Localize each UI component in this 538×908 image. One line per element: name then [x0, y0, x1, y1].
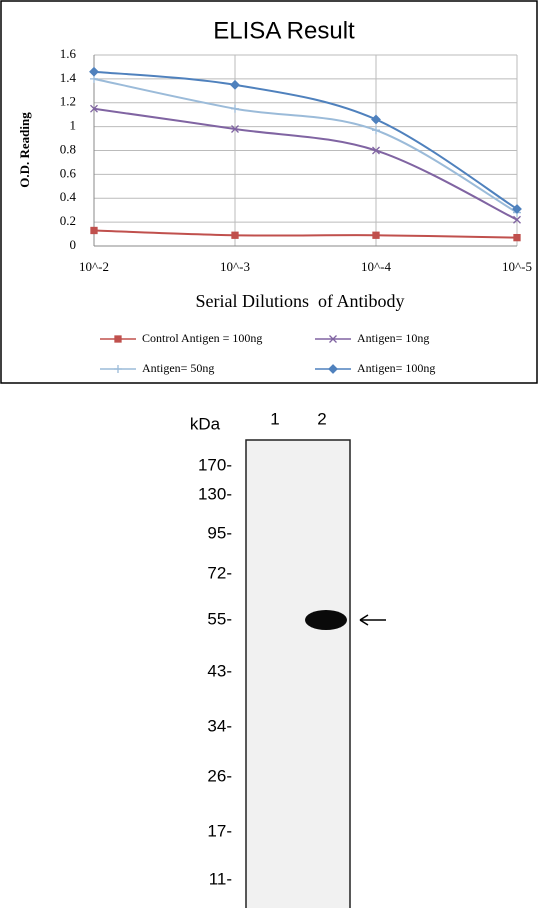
legend-label: Control Antigen = 100ng: [142, 331, 262, 345]
size-marker: 170-: [198, 455, 232, 474]
y-tick-label: 0.2: [60, 213, 76, 228]
y-tick-label: 1.6: [60, 46, 77, 61]
marker: [371, 114, 381, 125]
size-marker: 17-: [207, 821, 232, 840]
legend-label: Antigen= 10ng: [357, 331, 429, 345]
y-tick-label: 0.4: [60, 189, 77, 204]
marker: [231, 104, 239, 113]
x-tick-label: 10^-5: [502, 259, 532, 274]
size-marker: 72-: [207, 563, 232, 582]
marker: [89, 66, 99, 77]
lane-label: 1: [270, 409, 279, 428]
series-line: [93, 229, 518, 239]
legend-label: Antigen= 100ng: [357, 361, 435, 375]
marker: [114, 365, 122, 373]
chart-title: ELISA Result: [213, 17, 355, 44]
marker: [513, 215, 521, 224]
y-tick-label: 1.4: [60, 70, 77, 85]
marker: [90, 226, 98, 235]
size-marker: 11-: [209, 869, 232, 888]
chart-frame: [0, 0, 538, 384]
y-axis-label: O.D. Reading: [17, 112, 32, 188]
y-tick-label: 1.2: [60, 94, 76, 109]
marker: [231, 125, 239, 133]
marker: [372, 126, 380, 135]
blot-membrane: [245, 439, 351, 908]
y-tick-label: 0.8: [60, 141, 76, 156]
series-line: [93, 70, 518, 210]
x-tick-label: 10^-3: [220, 259, 250, 274]
size-marker: 34-: [207, 716, 232, 735]
marker: [231, 231, 239, 239]
western-blot: kDa 1 2 170- 130- 95- 72- 55- 43- 34- 26- 17- 11-: [190, 409, 386, 908]
x-axis-label: Serial Dilutions of Antibody: [196, 291, 405, 311]
marker: [372, 231, 380, 239]
lane-label: 2: [317, 409, 326, 428]
size-marker: 43-: [207, 661, 232, 680]
x-tick-label: 10^-4: [361, 259, 391, 274]
x-tick-label: 10^-2: [79, 259, 109, 274]
blot-band: [305, 610, 347, 630]
size-marker: 95-: [207, 523, 232, 542]
size-marker: 26-: [207, 766, 232, 785]
size-marker: 130-: [198, 484, 232, 503]
marker: [512, 204, 522, 214]
series-line: [93, 107, 518, 221]
marker: [230, 79, 240, 90]
marker: [513, 233, 521, 242]
marker: [329, 335, 337, 343]
y-tick-label: 0: [70, 237, 77, 252]
arrow-head: [359, 614, 369, 626]
marker: [328, 364, 338, 374]
series-line: [93, 77, 518, 214]
unit-label: kDa: [190, 414, 221, 433]
marker: [90, 104, 98, 113]
marker: [372, 146, 380, 155]
y-tick-label: 0.6: [60, 165, 77, 180]
size-marker: 55-: [207, 609, 232, 628]
y-tick-label: 1: [70, 118, 77, 133]
legend-label: Antigen= 50ng: [142, 361, 214, 375]
marker: [114, 335, 122, 343]
